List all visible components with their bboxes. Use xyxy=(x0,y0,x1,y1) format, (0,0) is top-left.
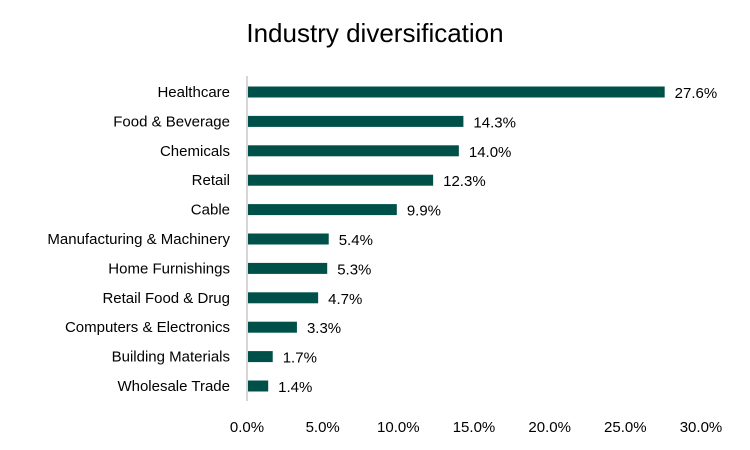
category-label: Computers & Electronics xyxy=(65,319,230,336)
category-label: Chemicals xyxy=(160,143,230,160)
bar xyxy=(248,174,434,186)
category-label: Manufacturing & Machinery xyxy=(47,231,230,248)
data-label: 4.7% xyxy=(328,291,362,308)
bar xyxy=(248,204,397,216)
x-tick-label: 0.0% xyxy=(230,419,264,436)
data-label: 12.3% xyxy=(443,173,486,190)
x-tick-label: 5.0% xyxy=(306,419,340,436)
data-label: 9.9% xyxy=(407,203,441,220)
data-label: 3.3% xyxy=(307,320,341,337)
x-tick-label: 10.0% xyxy=(377,419,420,436)
category-label: Building Materials xyxy=(112,349,230,366)
bar xyxy=(248,115,464,127)
x-tick-label: 30.0% xyxy=(680,419,723,436)
x-tick-label: 25.0% xyxy=(604,419,647,436)
category-label: Retail Food & Drug xyxy=(102,290,230,307)
data-label: 5.3% xyxy=(337,261,371,278)
bar xyxy=(248,351,273,363)
category-label: Retail xyxy=(192,172,230,189)
category-label: Cable xyxy=(191,202,230,219)
x-tick-label: 15.0% xyxy=(453,419,496,436)
bar xyxy=(248,145,459,157)
bar xyxy=(248,321,297,333)
data-label: 27.6% xyxy=(675,85,718,102)
bar xyxy=(248,262,328,274)
bar xyxy=(248,86,665,98)
category-label: Home Furnishings xyxy=(108,260,230,277)
bar xyxy=(248,292,319,304)
data-label: 1.7% xyxy=(283,350,317,367)
chart-title: Industry diversification xyxy=(246,18,504,48)
category-label: Wholesale Trade xyxy=(117,378,230,395)
bar xyxy=(248,380,269,392)
data-label: 14.0% xyxy=(469,144,512,161)
category-label: Healthcare xyxy=(157,84,230,101)
x-tick-label: 20.0% xyxy=(528,419,571,436)
category-label: Food & Beverage xyxy=(113,113,230,130)
bar xyxy=(248,233,329,245)
data-label: 14.3% xyxy=(473,114,516,131)
data-label: 1.4% xyxy=(278,379,312,396)
data-label: 5.4% xyxy=(339,232,373,249)
